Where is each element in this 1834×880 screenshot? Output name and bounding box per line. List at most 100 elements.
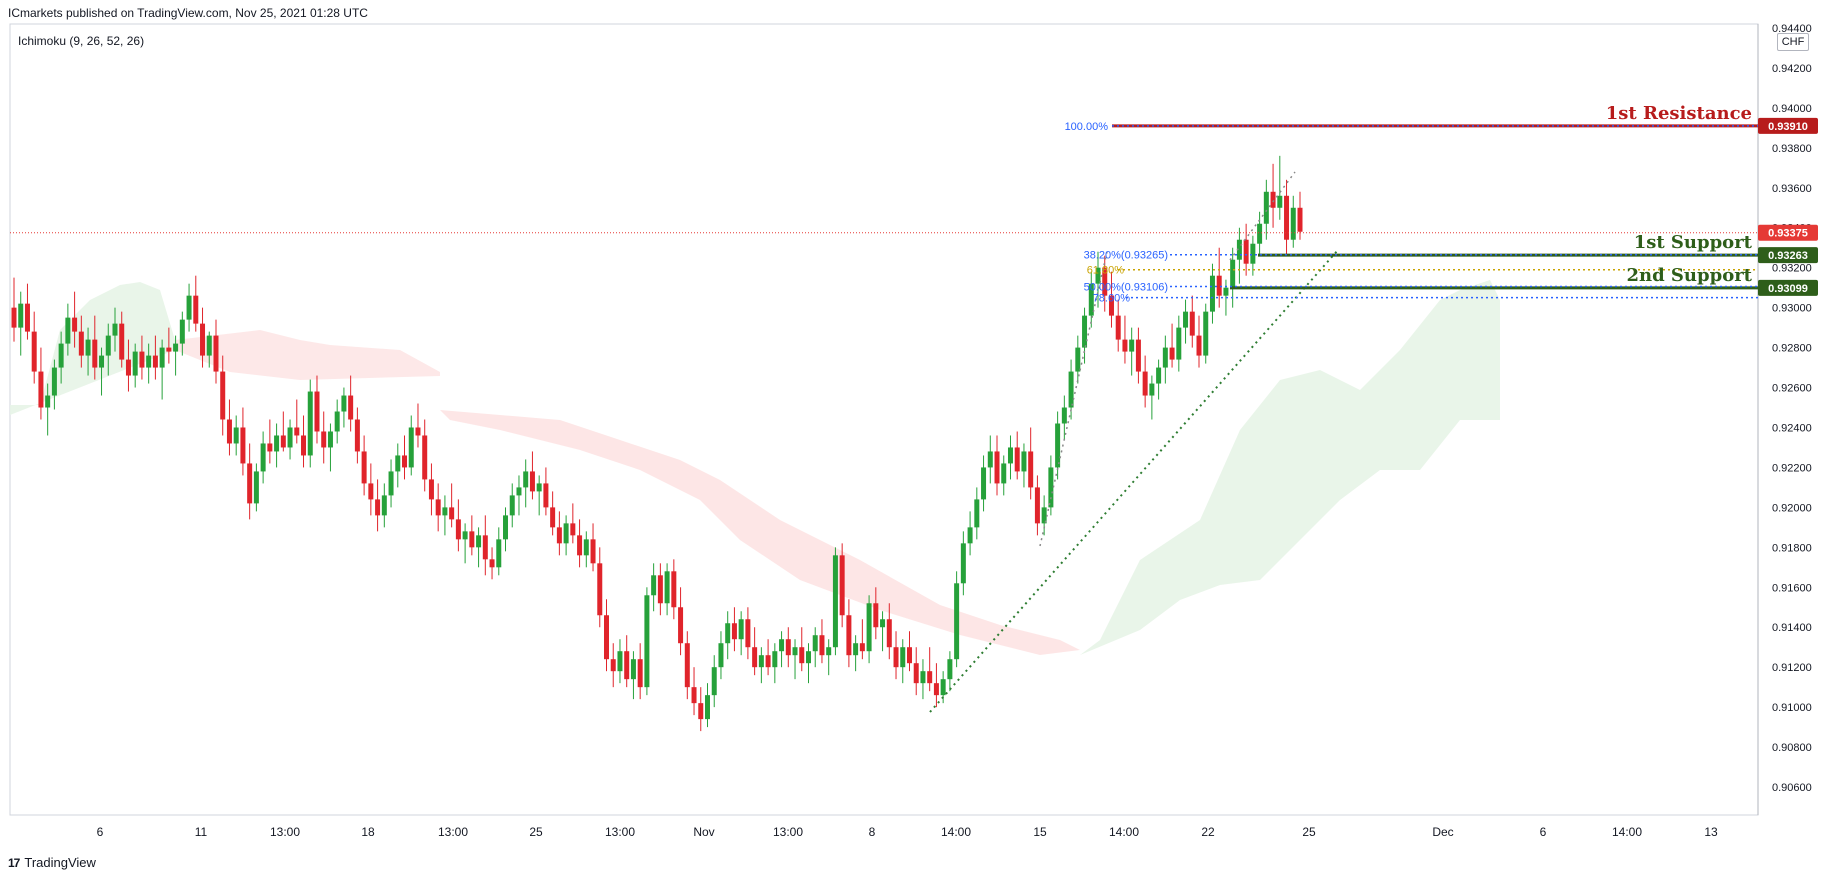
candle-body [435,499,441,516]
price-axis[interactable]: 0.90600 0.90800 0.91000 0.91200 0.91400 0.916… [1772,23,1812,794]
candle-body [402,455,408,468]
candle-body [1122,339,1128,352]
x-tick-label: 6 [1540,825,1547,839]
candle-body [1290,207,1296,240]
candle-body [132,351,138,376]
candle-body [92,339,98,368]
candle-body [408,427,414,468]
candle-body [503,515,509,540]
candle-body [900,647,906,668]
ichimoku-indicator-label[interactable]: Ichimoku (9, 26, 52, 26) [18,34,145,48]
candle-body [651,575,657,596]
candle-body [604,615,610,660]
candle-body [395,455,401,472]
candle-body [442,507,448,516]
candle-body [1021,451,1027,472]
candle-body [853,643,859,656]
candle-body [886,619,892,648]
candle-body [274,435,280,452]
currency-button[interactable]: CHF [1777,33,1809,51]
candle-body [233,427,239,444]
candle-body [967,527,973,544]
candle-body [570,523,576,536]
x-tick-label: Nov [693,825,714,839]
candle-body [543,483,549,508]
x-tick-label: 8 [869,825,876,839]
candle-body [220,371,226,420]
candle-body [65,317,71,344]
candle-body [368,483,374,500]
candle-body [873,603,879,628]
candle-body [597,563,603,616]
y-tick-label: 0.94000 [1772,103,1812,115]
candle-body [792,647,798,656]
candle-body [327,431,333,448]
candle-body [462,531,468,540]
fibonacci-retracement[interactable]: 100.00% 38.20%(0.93265) 61.80% 50.00%(0.931… [1065,121,1758,305]
candle-body [31,331,37,372]
candle-body [179,319,185,344]
candle-body [489,559,495,568]
candle-body [657,575,663,604]
candle-body [449,507,455,520]
candle-body [550,507,556,528]
candlestick-series [11,155,1303,732]
candle-body [119,323,125,360]
candle-body [913,663,919,684]
candle-body [812,635,818,652]
y-tick-label: 0.92200 [1772,462,1812,474]
candle-body [428,479,434,500]
candle-body [1277,195,1283,208]
candle-body [112,323,118,336]
candle-body [637,659,643,688]
candle-body [1250,243,1256,264]
candle-body [361,451,367,484]
candle-body [893,647,899,668]
x-tick-label: 14:00 [941,825,971,839]
y-tick-label: 0.90800 [1772,742,1812,754]
candle-body [920,671,926,684]
candle-body [200,323,206,356]
y-tick-label: 0.92400 [1772,422,1812,434]
candle-body [718,643,724,668]
candle-body [247,463,253,504]
current-price-label: 0.93375 [1768,228,1808,240]
support-price-label: 0.93263 [1768,250,1808,262]
fib-level-label: 78.60% [1093,293,1131,305]
fib-anchor-line [1039,251,1108,547]
candle-body [516,487,522,496]
candle-body [947,659,953,680]
candle-body [880,619,886,628]
tradingview-footer[interactable]: 17 TradingView [8,855,96,870]
y-tick-label: 0.91400 [1772,622,1812,634]
candle-body [139,351,145,368]
candle-body [960,543,966,584]
fib-level-label: 61.80% [1087,265,1125,277]
candle-body [1270,191,1276,208]
candle-body [1236,239,1242,260]
candle-body [1068,371,1074,408]
candle-body [987,451,993,468]
candle-body [664,571,670,604]
candle-body [711,667,717,696]
support-name-label: 2nd Support [1626,265,1752,286]
candle-body [556,527,562,544]
y-tick-label: 0.91000 [1772,702,1812,714]
candle-body [159,347,165,368]
time-axis[interactable]: 6 11 13:00 18 13:00 25 13:00 Nov 13:00 8 14:00 15 14… [97,825,1718,839]
y-tick-label: 0.94200 [1772,63,1812,75]
candle-body [388,471,394,496]
candle-body [981,467,987,500]
candle-body [644,595,650,688]
x-tick-label: 13:00 [270,825,300,839]
candle-body [11,307,17,328]
chart-frame [9,23,1759,816]
candle-body [940,679,946,696]
candle-body [1223,287,1229,296]
candle-body [381,495,387,516]
candle-body [617,651,623,672]
candle-body [267,443,273,452]
candle-body [1028,451,1034,488]
candle-body [1088,283,1094,316]
